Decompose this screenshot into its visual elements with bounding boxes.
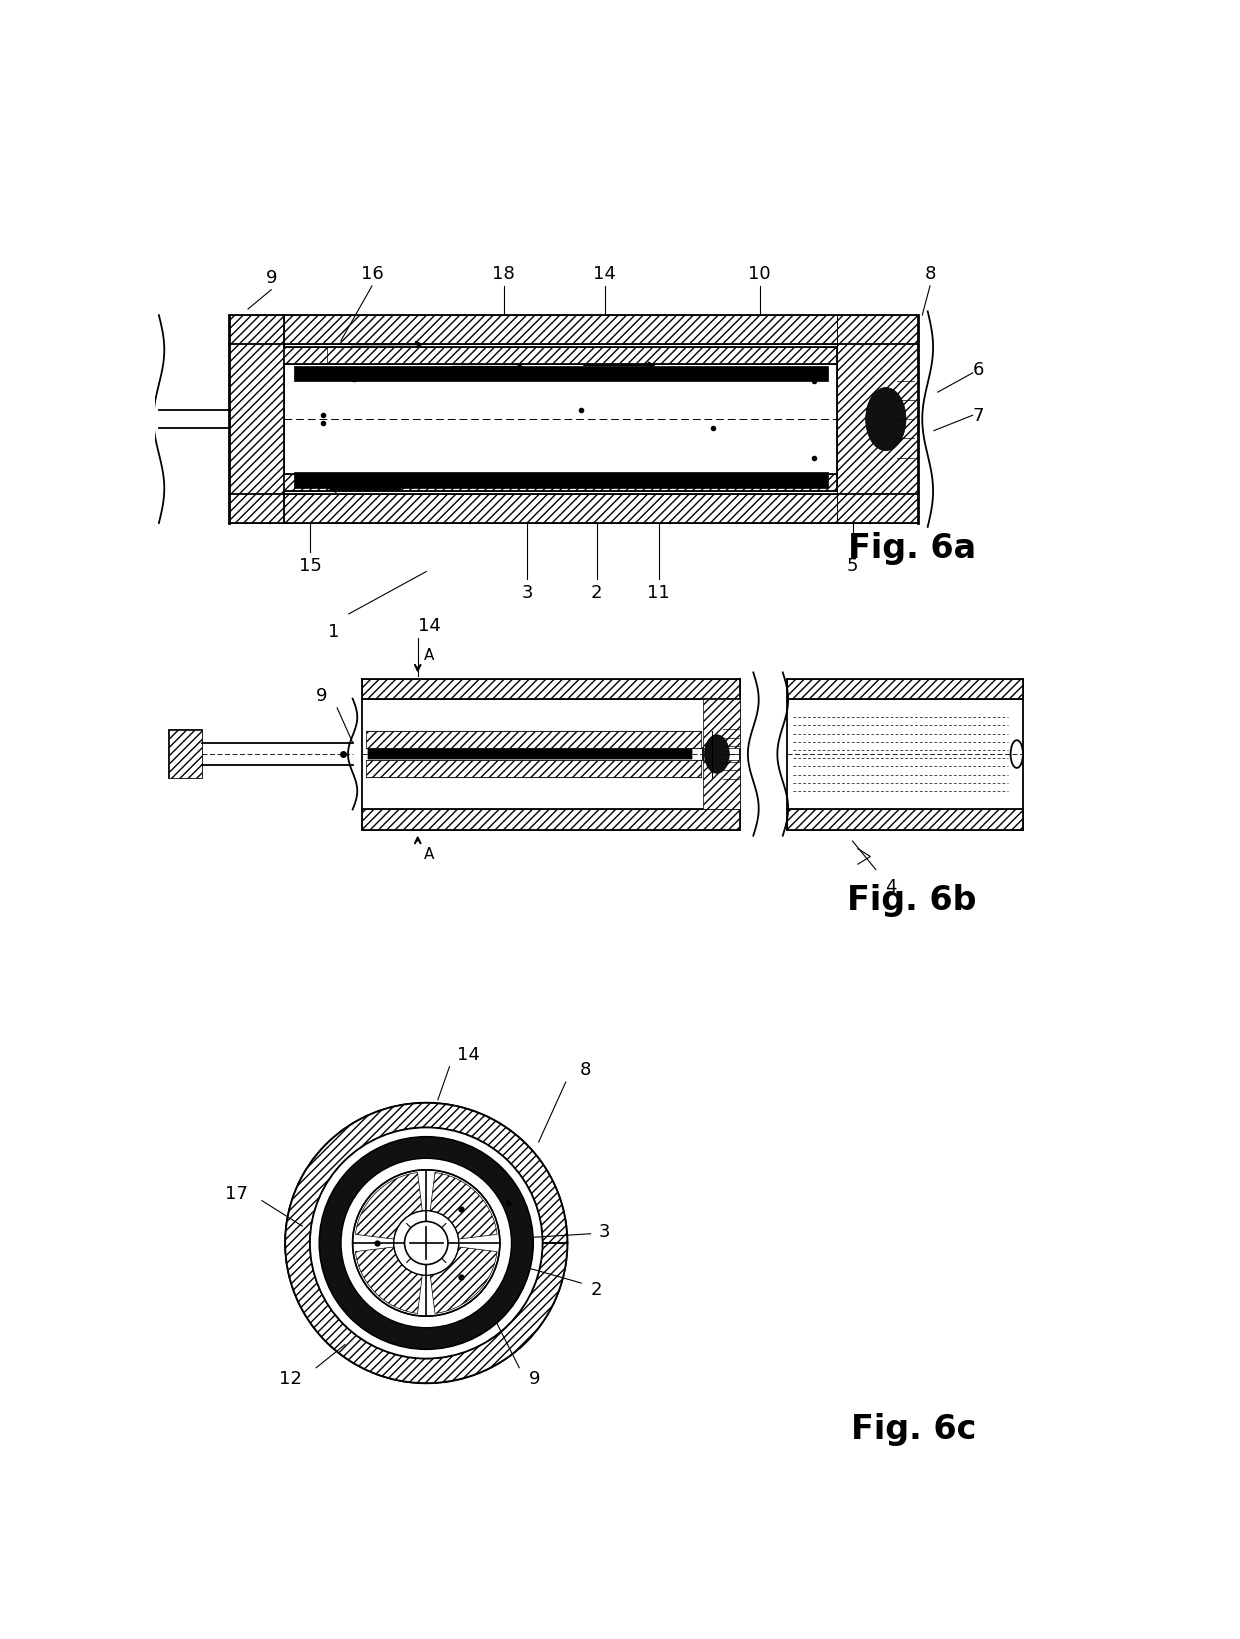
Ellipse shape <box>1011 741 1023 769</box>
Text: 5: 5 <box>847 557 858 575</box>
Text: 3: 3 <box>521 583 533 602</box>
Text: 17: 17 <box>224 1185 248 1203</box>
Polygon shape <box>362 679 740 700</box>
Bar <box>368 749 692 760</box>
Text: A: A <box>424 847 434 862</box>
Text: 14: 14 <box>418 616 440 634</box>
Polygon shape <box>837 316 919 524</box>
Text: 18: 18 <box>492 266 515 284</box>
Polygon shape <box>430 1174 497 1239</box>
Text: 8: 8 <box>579 1060 590 1078</box>
Text: 14: 14 <box>458 1046 480 1064</box>
Ellipse shape <box>866 388 906 451</box>
Polygon shape <box>284 474 327 492</box>
Ellipse shape <box>319 1137 533 1349</box>
Text: 2: 2 <box>591 583 603 602</box>
Text: 9: 9 <box>529 1369 541 1387</box>
Polygon shape <box>228 316 919 346</box>
Polygon shape <box>284 347 837 365</box>
Bar <box>368 749 692 760</box>
Polygon shape <box>366 760 702 777</box>
Polygon shape <box>356 1247 423 1313</box>
Text: 10: 10 <box>748 266 771 284</box>
Text: Fig. 6a: Fig. 6a <box>848 531 977 564</box>
Text: 15: 15 <box>299 557 321 575</box>
Polygon shape <box>703 760 740 810</box>
Polygon shape <box>228 316 284 524</box>
Polygon shape <box>703 700 740 749</box>
Text: 3: 3 <box>599 1223 610 1241</box>
Text: 11: 11 <box>647 583 670 602</box>
Text: A: A <box>424 647 434 662</box>
Ellipse shape <box>310 1128 543 1359</box>
Polygon shape <box>228 495 919 524</box>
Text: 8: 8 <box>924 266 936 284</box>
Bar <box>169 731 201 779</box>
Polygon shape <box>362 810 740 829</box>
Text: 6: 6 <box>972 361 985 379</box>
Text: Fig. 6b: Fig. 6b <box>847 883 977 916</box>
Text: 9: 9 <box>265 269 277 287</box>
Polygon shape <box>786 810 1023 829</box>
Polygon shape <box>356 1174 423 1239</box>
Ellipse shape <box>285 1103 567 1383</box>
Text: 2: 2 <box>591 1280 603 1298</box>
Ellipse shape <box>704 736 729 774</box>
Text: 1: 1 <box>327 623 339 641</box>
Text: 4: 4 <box>885 879 897 895</box>
Text: 7: 7 <box>972 406 985 425</box>
Polygon shape <box>169 731 201 779</box>
Polygon shape <box>430 1247 497 1313</box>
Bar <box>294 474 828 488</box>
Text: 12: 12 <box>279 1369 303 1387</box>
Text: 16: 16 <box>361 266 383 284</box>
Text: 14: 14 <box>593 266 616 284</box>
Text: 9: 9 <box>316 687 327 705</box>
Polygon shape <box>284 474 837 492</box>
Bar <box>294 367 828 382</box>
Ellipse shape <box>341 1159 511 1328</box>
Polygon shape <box>285 1103 567 1383</box>
Polygon shape <box>366 731 702 749</box>
Ellipse shape <box>404 1221 448 1265</box>
Polygon shape <box>284 347 327 365</box>
Text: Fig. 6c: Fig. 6c <box>851 1413 977 1446</box>
Polygon shape <box>786 679 1023 700</box>
Ellipse shape <box>352 1170 500 1316</box>
